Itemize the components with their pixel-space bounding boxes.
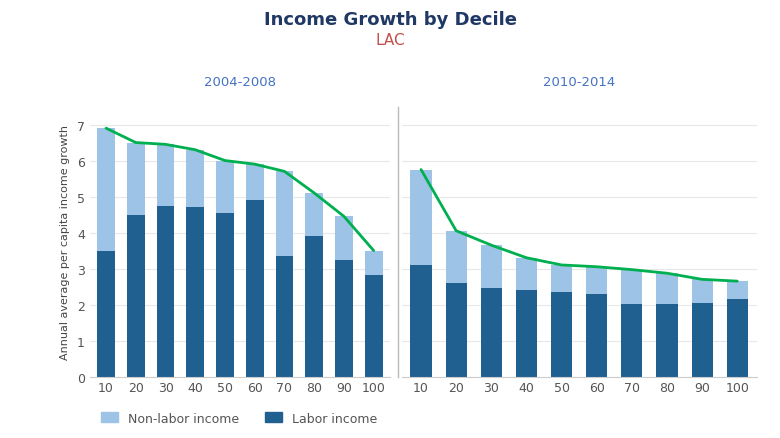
Bar [186, 150, 204, 208]
Bar [98, 129, 115, 251]
Bar [410, 170, 431, 265]
Text: 2010-2014: 2010-2014 [543, 75, 615, 88]
Bar [275, 256, 293, 377]
Bar [186, 208, 204, 377]
Bar [445, 283, 466, 377]
Bar [551, 292, 572, 377]
Bar [622, 304, 643, 377]
Bar [657, 274, 678, 304]
Bar [335, 217, 353, 260]
Text: LAC: LAC [375, 33, 405, 48]
Bar [305, 194, 323, 237]
Bar [516, 290, 537, 377]
Bar [692, 303, 713, 377]
Bar [305, 237, 323, 377]
Bar [127, 143, 145, 215]
Bar [365, 276, 382, 377]
Text: 2004-2008: 2004-2008 [204, 75, 276, 88]
Legend: Non-labor income, Labor income: Non-labor income, Labor income [96, 406, 382, 430]
Y-axis label: Annual average per capita income growth: Annual average per capita income growth [60, 125, 70, 359]
Bar [275, 172, 293, 256]
Bar [445, 231, 466, 283]
Bar [692, 280, 713, 303]
Bar [216, 213, 234, 377]
Bar [127, 215, 145, 377]
Bar [622, 270, 643, 304]
Bar [551, 265, 572, 292]
Bar [157, 145, 175, 206]
Bar [480, 289, 502, 377]
Bar [727, 282, 748, 300]
Bar [246, 165, 264, 201]
Bar [587, 267, 608, 294]
Bar [516, 258, 537, 290]
Bar [246, 201, 264, 377]
Bar [587, 294, 608, 377]
Bar [216, 161, 234, 213]
Bar [657, 304, 678, 377]
Bar [335, 260, 353, 377]
Bar [727, 300, 748, 377]
Bar [157, 206, 175, 377]
Text: Income Growth by Decile: Income Growth by Decile [264, 11, 516, 29]
Bar [365, 251, 382, 276]
Bar [480, 246, 502, 289]
Bar [98, 251, 115, 377]
Bar [410, 265, 431, 377]
